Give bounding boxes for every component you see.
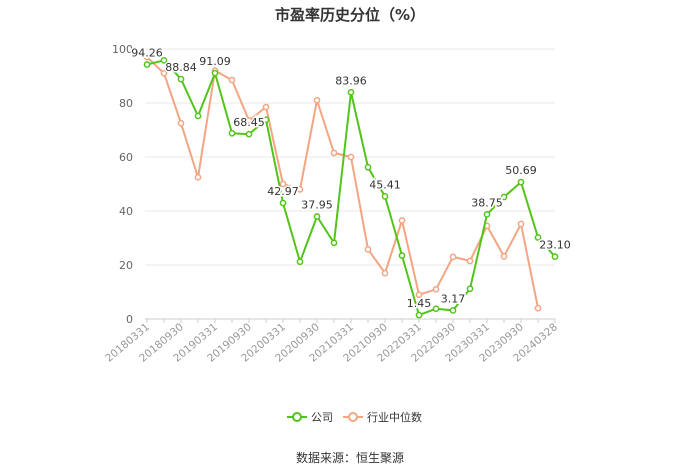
data-point — [364, 245, 372, 253]
data-point — [245, 117, 253, 124]
data-point — [262, 103, 270, 111]
data-label: 38.75 — [471, 196, 503, 209]
data-label: 45.41 — [369, 178, 401, 191]
data-label: 23.10 — [539, 239, 571, 252]
data-point — [398, 252, 406, 259]
data-point — [330, 239, 338, 247]
data-point — [415, 311, 423, 319]
data-label: 42.97 — [267, 185, 299, 198]
data-point — [245, 130, 253, 138]
legend-label: 公司 — [311, 411, 333, 424]
data-point — [143, 61, 151, 68]
data-label: 68.45 — [233, 116, 265, 129]
legend-item: 行业中位数 — [343, 410, 422, 424]
data-point — [466, 285, 474, 293]
data-point — [534, 234, 542, 241]
data-point — [262, 116, 270, 124]
y-tick-label: 0 — [126, 313, 133, 326]
data-point — [381, 269, 389, 277]
data-label: 50.69 — [505, 164, 537, 177]
data-point — [398, 217, 406, 224]
data-point — [279, 180, 287, 188]
data-point — [194, 173, 202, 181]
data-point — [143, 53, 151, 61]
data-point — [160, 69, 168, 77]
data-point — [449, 307, 457, 314]
data-label: 37.95 — [301, 199, 333, 212]
data-point — [330, 149, 338, 157]
data-point — [364, 163, 372, 171]
data-point — [313, 96, 321, 104]
data-label: 91.09 — [199, 55, 231, 68]
y-tick-label: 100 — [112, 43, 133, 56]
data-point — [534, 304, 542, 312]
data-point — [432, 285, 440, 293]
data-point — [449, 253, 457, 261]
data-point — [381, 193, 389, 200]
data-label: 1.45 — [407, 297, 432, 310]
data-label: 3.17 — [441, 292, 466, 305]
data-point — [483, 211, 491, 218]
data-point — [466, 257, 474, 265]
legend-item: 公司 — [287, 411, 333, 424]
data-point — [500, 193, 508, 201]
chart-title: 市盈率历史分位（%） — [274, 6, 426, 24]
data-label: 88.84 — [165, 61, 197, 74]
data-label: 83.96 — [335, 74, 367, 87]
data-point — [296, 186, 304, 193]
data-point — [500, 253, 508, 260]
data-point — [347, 88, 355, 96]
data-point — [160, 56, 168, 64]
y-tick-label: 60 — [119, 151, 133, 164]
data-point — [517, 220, 525, 228]
data-point — [551, 253, 559, 260]
data-point — [313, 213, 321, 220]
data-point — [194, 112, 202, 120]
data-point — [228, 76, 236, 84]
legend-label: 行业中位数 — [367, 410, 422, 424]
legend-marker — [292, 412, 302, 422]
data-label: 94.26 — [131, 46, 163, 59]
data-point — [279, 199, 287, 207]
data-point — [177, 75, 185, 83]
data-point — [211, 69, 219, 77]
data-point — [296, 258, 304, 266]
legend-marker — [348, 412, 358, 422]
y-tick-label: 80 — [119, 97, 133, 110]
data-point — [347, 153, 355, 161]
data-point — [177, 119, 185, 127]
source-note: 数据来源：恒生聚源 — [295, 451, 404, 465]
y-tick-label: 20 — [119, 259, 133, 272]
data-point — [517, 178, 525, 186]
series-line — [146, 59, 556, 317]
data-point — [432, 305, 440, 313]
data-point — [228, 129, 236, 137]
series-line — [146, 56, 539, 309]
data-point — [415, 291, 423, 299]
y-tick-label: 40 — [119, 205, 133, 218]
